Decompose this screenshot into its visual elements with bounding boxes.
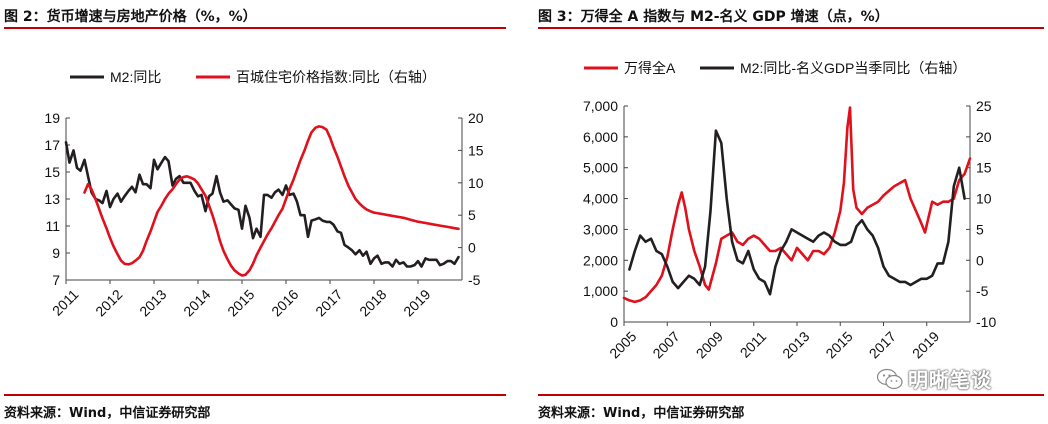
x-tick-label: 2018 [356,286,389,319]
left-y-tick-label: 13 [44,191,60,207]
series-line-1 [622,106,972,304]
right-y-tick-label: -10 [976,314,996,330]
legend-label: M2:同比 [110,69,161,85]
right-line-chart: 万得全A M2:同比-名义GDP当季同比（右轴） 0 1,000 2,000 3,000 4… [583,60,996,362]
x-tick-label: 2015 [224,286,257,319]
source-rule [538,394,1044,396]
right-y-tick-label: 5 [976,221,984,237]
right-y-tick-label: 0 [976,252,984,268]
x-tick-label: 2013 [136,286,169,319]
left-y-tick-label: 11 [45,218,60,234]
x-tick-label: 2009 [693,328,726,361]
left-line-chart: M2:同比 百城住宅价格指数:同比（右轴） 7 9 11 13 15 17 19 -5 0 5 10 15… [44,69,484,320]
series-line-2 [83,125,460,277]
left-y-tick-label: 5,000 [583,160,618,176]
x-tick-label: 2014 [180,286,213,319]
left-y-tick-label: 4,000 [583,191,618,207]
left-y-tick-label: 9 [52,245,60,261]
x-tick-label: 2012 [92,286,125,319]
legend-label: M2:同比-名义GDP当季同比（右轴） [740,60,966,76]
x-tick-label: 2007 [649,328,682,361]
watermark-text: 明晰笔谈 [908,368,992,392]
chart-title: 图 3：万得全 A 指数与 M2-名义 GDP 增速（点，%） [538,9,889,25]
right-y-tick-label: 0 [468,240,476,256]
right-y-tick-label: -5 [468,272,481,288]
x-tick-label: 2011 [49,286,82,319]
chart-title: 图 2：货币增速与房地产价格（%，%） [4,9,257,25]
series-line-2 [628,129,966,296]
x-tick-label: 2013 [779,328,812,361]
left-y-tick-label: 2,000 [583,252,618,268]
left-y-tick-label: 15 [44,164,60,180]
right-y-tick-label: 10 [468,175,484,191]
right-y-tick-label: 15 [976,160,992,176]
right-y-tick-label: -5 [976,283,989,299]
x-tick-label: 2019 [400,286,433,319]
watermark: 明晰笔谈 [876,364,992,393]
right-y-tick-label: 10 [976,191,992,207]
x-tick-label: 2005 [606,328,639,361]
title-rule [538,27,1044,29]
source-note: 资料来源：Wind，中信证券研究部 [538,406,745,421]
right-chart-panel: 图 3：万得全 A 指数与 M2-名义 GDP 增速（点，%） 万得全A M2:同… [524,0,1048,424]
left-y-tick-label: 7,000 [583,98,618,114]
series-line-1 [64,141,460,268]
left-y-tick-label: 19 [44,110,60,126]
right-y-tick-label: 20 [976,129,992,145]
left-y-tick-label: 0 [610,314,618,330]
wechat-icon [876,368,903,389]
x-tick-label: 2011 [737,328,770,361]
left-y-tick-label: 17 [44,137,60,153]
legend-label: 百城住宅价格指数:同比（右轴） [236,69,436,85]
title-rule [4,27,506,29]
x-tick-label: 2017 [866,328,899,361]
x-tick-label: 2015 [822,328,855,361]
left-y-tick-label: 3,000 [583,221,618,237]
source-rule [4,394,506,396]
left-y-tick-label: 7 [52,272,60,288]
right-y-tick-label: 25 [976,98,992,114]
x-tick-label: 2016 [268,286,301,319]
source-note: 资料来源：Wind，中信证券研究部 [4,406,211,421]
left-y-tick-label: 6,000 [583,129,618,145]
right-y-tick-label: 5 [468,207,476,223]
right-y-tick-label: 15 [468,142,484,158]
left-y-tick-label: 1,000 [583,283,618,299]
right-y-tick-label: 20 [468,110,484,126]
x-tick-label: 2017 [312,286,345,319]
left-chart-panel: 图 2：货币增速与房地产价格（%，%） M2:同比 百城住宅价格指数:同比（右轴）… [4,9,506,421]
x-tick-label: 2019 [909,328,942,361]
legend-label: 万得全A [624,60,676,76]
